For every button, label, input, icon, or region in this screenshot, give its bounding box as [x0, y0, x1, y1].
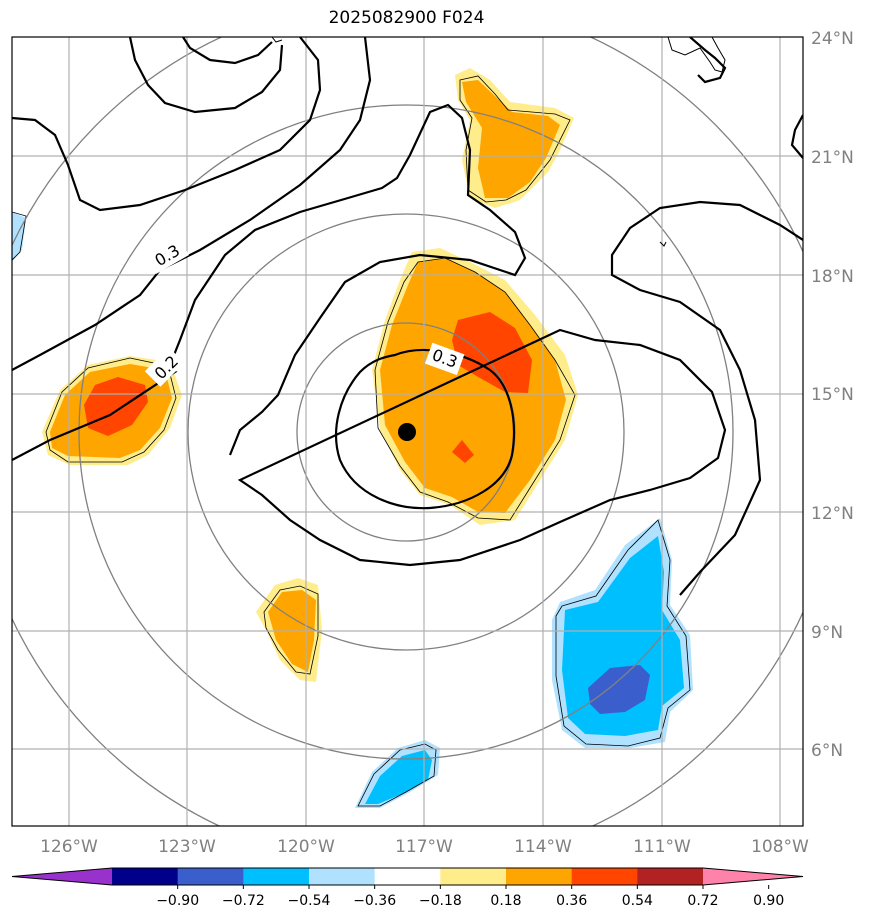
colorbar-segment — [243, 868, 310, 885]
lon-tick: 108°W — [751, 837, 809, 857]
colorbar-segment — [571, 868, 638, 885]
lat-tick: 12°N — [811, 504, 854, 524]
lat-tick-labels: 24°N 21°N 18°N 15°N 12°N 9°N 6°N — [811, 29, 854, 761]
colorbar-outline — [11, 867, 804, 886]
lon-tick: 111°W — [633, 837, 691, 857]
colorbar-segment — [506, 868, 573, 885]
contour-ne — [689, 37, 727, 84]
coastlines — [271, 37, 726, 247]
lat-tick: 21°N — [811, 148, 854, 168]
lon-tick: 126°W — [40, 837, 98, 857]
colorbar-extend-low — [12, 868, 112, 885]
colorbar-tick-label: −0.90 — [156, 893, 199, 909]
lat-tick: 6°N — [811, 741, 843, 761]
field-west-red — [84, 377, 148, 436]
lat-tick: 24°N — [811, 29, 854, 49]
contour-middle — [166, 103, 727, 567]
colorbar: −0.90 −0.72 −0.54 −0.36 −0.18 0.18 0.36 0.54 0.7… — [11, 867, 804, 909]
colorbar-tick-label: −0.18 — [419, 893, 462, 909]
contour-nw-1 — [12, 37, 322, 212]
colorbar-tick-label: −0.72 — [222, 893, 265, 909]
shade-outlines — [12, 75, 691, 807]
lat-tick: 15°N — [811, 385, 854, 405]
colorbar-tick-label: 0.36 — [556, 893, 587, 909]
field-central-red-small — [452, 440, 474, 463]
storm-center-marker — [398, 423, 416, 441]
distance-rings — [12, 37, 803, 826]
colorbar-segment — [440, 868, 507, 885]
colorbar-tick-label: 0.72 — [687, 893, 718, 909]
gridlines — [12, 37, 803, 826]
colorbar-tick-label: 0.90 — [753, 893, 784, 909]
lon-tick: 123°W — [158, 837, 216, 857]
colorbar-segment — [112, 868, 179, 885]
contour-nw-2 — [128, 37, 284, 114]
contour-right-edge — [790, 114, 803, 159]
chart-title: 2025082900 F024 — [328, 8, 485, 28]
lon-tick: 120°W — [277, 837, 335, 857]
lon-tick-labels: 126°W 123°W 120°W 117°W 114°W 111°W 108°… — [40, 837, 809, 857]
colorbar-segment — [374, 868, 441, 885]
colorbar-segment — [177, 868, 244, 885]
field-central-orange — [380, 258, 566, 513]
map-layers: 0.3 0.2 0.3 — [12, 37, 803, 826]
contour-inner — [335, 348, 516, 510]
colorbar-tick-label: −0.36 — [353, 893, 396, 909]
field-central-red — [452, 312, 532, 393]
colorbar-segment — [637, 868, 704, 885]
lat-tick: 9°N — [811, 623, 843, 643]
field-se-blue — [588, 665, 650, 714]
colorbar-segment — [309, 868, 376, 885]
lon-tick: 114°W — [514, 837, 572, 857]
field-north-orange — [462, 80, 560, 198]
colorbar-tick-label: 0.18 — [490, 893, 521, 909]
contour-nw-3 — [182, 37, 273, 65]
colorbar-tick-label: 0.54 — [622, 893, 653, 909]
colorbar-tick-label: −0.54 — [288, 893, 331, 909]
colorbar-extend-high — [703, 868, 803, 885]
plot-frame — [11, 36, 804, 827]
lat-tick: 18°N — [811, 267, 854, 287]
lon-tick: 117°W — [395, 837, 453, 857]
contour-lines — [12, 37, 803, 596]
field-s-cyan — [365, 750, 432, 804]
contour-east — [610, 200, 803, 596]
